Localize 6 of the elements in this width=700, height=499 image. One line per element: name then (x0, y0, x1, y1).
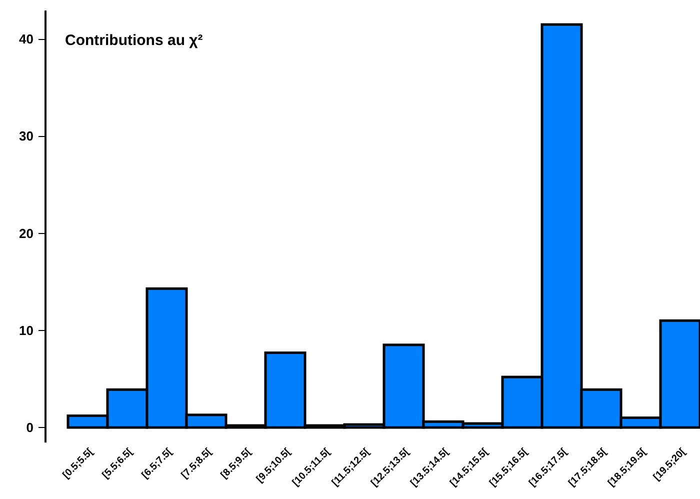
y-tick-label: 40 (19, 32, 34, 47)
y-tick-label: 10 (19, 322, 34, 338)
y-tick-label: 20 (19, 226, 34, 241)
y-tick-label: 0 (26, 420, 34, 435)
text: Contributions au χ² (65, 32, 203, 49)
y-tick-label: 30 (19, 128, 34, 144)
